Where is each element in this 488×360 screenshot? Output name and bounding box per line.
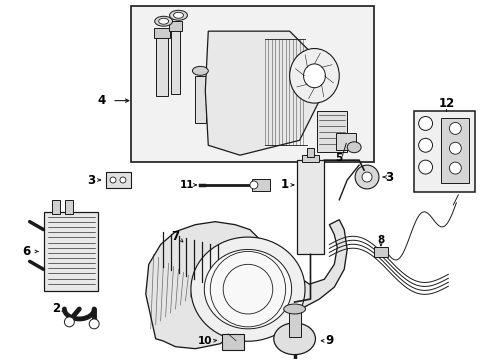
Bar xyxy=(288,309,300,337)
Circle shape xyxy=(448,162,460,174)
Text: 7: 7 xyxy=(171,230,179,243)
Text: 12: 12 xyxy=(437,97,454,110)
Ellipse shape xyxy=(289,49,339,103)
Bar xyxy=(413,111,474,192)
Circle shape xyxy=(354,165,378,189)
Circle shape xyxy=(418,160,432,174)
Text: 8: 8 xyxy=(377,234,384,244)
Circle shape xyxy=(64,317,74,327)
Text: 2: 2 xyxy=(52,302,61,315)
Bar xyxy=(441,118,468,183)
Bar xyxy=(153,28,169,38)
Ellipse shape xyxy=(346,142,360,153)
Ellipse shape xyxy=(169,10,187,20)
Text: 9: 9 xyxy=(325,334,333,347)
Bar xyxy=(317,111,346,152)
Text: 3: 3 xyxy=(384,171,392,184)
Circle shape xyxy=(110,177,116,183)
Circle shape xyxy=(448,122,460,134)
Bar xyxy=(296,160,324,255)
Ellipse shape xyxy=(158,18,168,24)
Bar xyxy=(43,212,98,291)
Text: 10: 10 xyxy=(198,336,212,346)
Ellipse shape xyxy=(303,64,325,88)
Text: 6: 6 xyxy=(22,245,31,258)
Circle shape xyxy=(120,177,126,183)
Bar xyxy=(373,247,387,257)
Circle shape xyxy=(418,138,432,152)
Circle shape xyxy=(361,172,371,182)
Polygon shape xyxy=(145,220,346,349)
Bar xyxy=(301,155,319,162)
Bar xyxy=(106,172,131,188)
Bar xyxy=(52,200,61,214)
Ellipse shape xyxy=(273,323,315,355)
Bar xyxy=(168,21,182,31)
Polygon shape xyxy=(205,31,319,155)
Circle shape xyxy=(448,142,460,154)
Ellipse shape xyxy=(190,237,305,341)
Text: 11: 11 xyxy=(180,180,194,190)
Circle shape xyxy=(418,117,432,130)
Bar xyxy=(222,334,244,350)
Text: 3: 3 xyxy=(87,174,95,186)
Ellipse shape xyxy=(173,12,183,18)
Ellipse shape xyxy=(204,249,291,329)
Circle shape xyxy=(89,319,99,329)
Bar xyxy=(65,200,73,214)
Bar xyxy=(155,36,167,96)
Bar xyxy=(251,179,269,191)
Bar xyxy=(306,148,314,157)
Text: 4: 4 xyxy=(97,94,105,107)
Ellipse shape xyxy=(154,16,172,26)
Bar xyxy=(131,6,373,162)
Bar xyxy=(336,133,355,150)
Bar xyxy=(195,76,206,123)
Text: 1: 1 xyxy=(280,179,288,192)
Ellipse shape xyxy=(192,66,208,75)
Bar xyxy=(170,29,180,94)
Text: 5: 5 xyxy=(335,153,342,163)
Ellipse shape xyxy=(283,304,305,314)
Ellipse shape xyxy=(249,181,257,189)
